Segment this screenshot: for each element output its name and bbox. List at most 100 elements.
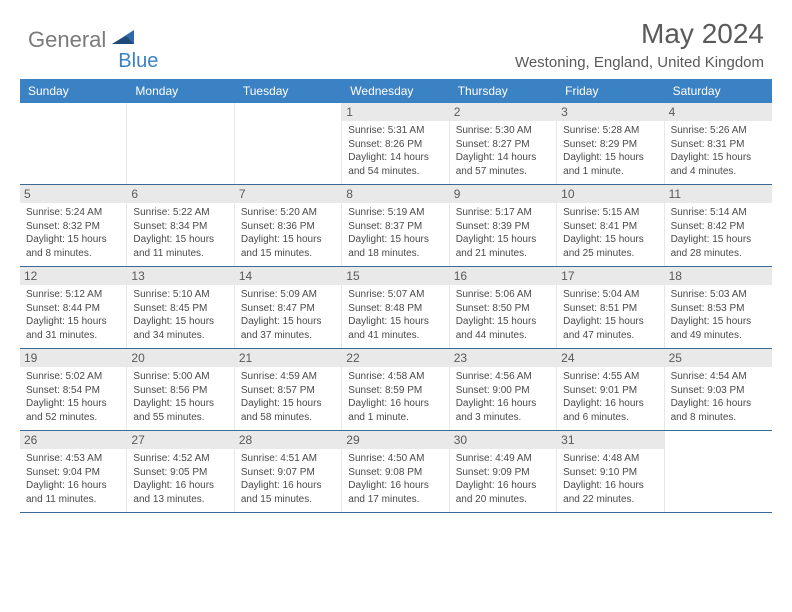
day-info: Sunrise: 5:06 AMSunset: 8:50 PMDaylight:… — [456, 288, 550, 342]
location-label: Westoning, England, United Kingdom — [515, 54, 764, 71]
day-info: Sunrise: 5:20 AMSunset: 8:36 PMDaylight:… — [241, 206, 335, 260]
day-cell — [665, 431, 772, 512]
day-number: 25 — [665, 349, 772, 367]
day-info: Sunrise: 5:26 AMSunset: 8:31 PMDaylight:… — [671, 124, 766, 178]
day-info: Sunrise: 5:24 AMSunset: 8:32 PMDaylight:… — [26, 206, 120, 260]
day-info: Sunrise: 4:58 AMSunset: 8:59 PMDaylight:… — [348, 370, 442, 424]
day-number: 27 — [127, 431, 233, 449]
day-info: Sunrise: 5:28 AMSunset: 8:29 PMDaylight:… — [563, 124, 657, 178]
day-info: Sunrise: 5:00 AMSunset: 8:56 PMDaylight:… — [133, 370, 227, 424]
day-info: Sunrise: 5:22 AMSunset: 8:34 PMDaylight:… — [133, 206, 227, 260]
day-cell: 8 Sunrise: 5:19 AMSunset: 8:37 PMDaylight… — [342, 185, 449, 266]
day-number: 20 — [127, 349, 233, 367]
day-number: 24 — [557, 349, 663, 367]
day-header-row: SundayMondayTuesdayWednesdayThursdayFrid… — [20, 79, 772, 103]
day-cell — [235, 103, 342, 184]
day-cell: 30 Sunrise: 4:49 AMSunset: 9:09 PMDayligh… — [450, 431, 557, 512]
day-number: 7 — [235, 185, 341, 203]
day-number: 3 — [557, 103, 663, 121]
day-number: 11 — [665, 185, 772, 203]
day-cell: 16 Sunrise: 5:06 AMSunset: 8:50 PMDayligh… — [450, 267, 557, 348]
day-cell — [127, 103, 234, 184]
day-info: Sunrise: 5:04 AMSunset: 8:51 PMDaylight:… — [563, 288, 657, 342]
day-info: Sunrise: 5:07 AMSunset: 8:48 PMDaylight:… — [348, 288, 442, 342]
day-number: 19 — [20, 349, 126, 367]
day-info: Sunrise: 5:19 AMSunset: 8:37 PMDaylight:… — [348, 206, 442, 260]
calendar: SundayMondayTuesdayWednesdayThursdayFrid… — [0, 79, 792, 513]
day-number: 4 — [665, 103, 772, 121]
day-info: Sunrise: 5:15 AMSunset: 8:41 PMDaylight:… — [563, 206, 657, 260]
header: General Blue May 2024 Westoning, England… — [0, 0, 792, 79]
day-number: 31 — [557, 431, 663, 449]
week-row: 26Sunrise: 4:53 AMSunset: 9:04 PMDayligh… — [20, 431, 772, 513]
day-info: Sunrise: 5:17 AMSunset: 8:39 PMDaylight:… — [456, 206, 550, 260]
day-info: Sunrise: 5:31 AMSunset: 8:26 PMDaylight:… — [348, 124, 442, 178]
day-info: Sunrise: 4:56 AMSunset: 9:00 PMDaylight:… — [456, 370, 550, 424]
week-row: 19 Sunrise: 5:02 AMSunset: 8:54 PMDayligh… — [20, 349, 772, 431]
weeks-container: 1Sunrise: 5:31 AMSunset: 8:26 PMDaylight… — [20, 103, 772, 513]
day-info: Sunrise: 4:59 AMSunset: 8:57 PMDaylight:… — [241, 370, 335, 424]
day-cell: 21 Sunrise: 4:59 AMSunset: 8:57 PMDayligh… — [235, 349, 342, 430]
week-row: 5Sunrise: 5:24 AMSunset: 8:32 PMDaylight… — [20, 185, 772, 267]
day-header-thursday: Thursday — [450, 79, 557, 103]
day-number: 12 — [20, 267, 126, 285]
day-number: 15 — [342, 267, 448, 285]
day-info: Sunrise: 4:51 AMSunset: 9:07 PMDaylight:… — [241, 452, 335, 506]
day-cell: 10 Sunrise: 5:15 AMSunset: 8:41 PMDayligh… — [557, 185, 664, 266]
day-cell: 9 Sunrise: 5:17 AMSunset: 8:39 PMDaylight… — [450, 185, 557, 266]
title-block: May 2024 Westoning, England, United King… — [515, 18, 764, 71]
day-info: Sunrise: 4:50 AMSunset: 9:08 PMDaylight:… — [348, 452, 442, 506]
logo-text-general: General — [28, 27, 106, 53]
day-cell: 26Sunrise: 4:53 AMSunset: 9:04 PMDayligh… — [20, 431, 127, 512]
day-cell: 15 Sunrise: 5:07 AMSunset: 8:48 PMDayligh… — [342, 267, 449, 348]
day-cell: 23Sunrise: 4:56 AMSunset: 9:00 PMDayligh… — [450, 349, 557, 430]
week-row: 1Sunrise: 5:31 AMSunset: 8:26 PMDaylight… — [20, 103, 772, 185]
day-cell: 13Sunrise: 5:10 AMSunset: 8:45 PMDayligh… — [127, 267, 234, 348]
day-info: Sunrise: 5:03 AMSunset: 8:53 PMDaylight:… — [671, 288, 766, 342]
day-info: Sunrise: 5:09 AMSunset: 8:47 PMDaylight:… — [241, 288, 335, 342]
day-number: 17 — [557, 267, 663, 285]
day-cell: 4 Sunrise: 5:26 AMSunset: 8:31 PMDaylight… — [665, 103, 772, 184]
day-number: 16 — [450, 267, 556, 285]
day-header-wednesday: Wednesday — [342, 79, 449, 103]
day-cell: 2Sunrise: 5:30 AMSunset: 8:27 PMDaylight… — [450, 103, 557, 184]
day-info: Sunrise: 4:54 AMSunset: 9:03 PMDaylight:… — [671, 370, 766, 424]
day-cell: 7 Sunrise: 5:20 AMSunset: 8:36 PMDaylight… — [235, 185, 342, 266]
day-info: Sunrise: 4:49 AMSunset: 9:09 PMDaylight:… — [456, 452, 550, 506]
day-number: 22 — [342, 349, 448, 367]
day-cell: 27 Sunrise: 4:52 AMSunset: 9:05 PMDayligh… — [127, 431, 234, 512]
day-number: 9 — [450, 185, 556, 203]
day-cell: 29 Sunrise: 4:50 AMSunset: 9:08 PMDayligh… — [342, 431, 449, 512]
day-number: 10 — [557, 185, 663, 203]
day-number: 14 — [235, 267, 341, 285]
day-info: Sunrise: 5:02 AMSunset: 8:54 PMDaylight:… — [26, 370, 120, 424]
day-cell: 20 Sunrise: 5:00 AMSunset: 8:56 PMDayligh… — [127, 349, 234, 430]
day-number: 8 — [342, 185, 448, 203]
day-info: Sunrise: 4:52 AMSunset: 9:05 PMDaylight:… — [133, 452, 227, 506]
day-info: Sunrise: 5:10 AMSunset: 8:45 PMDaylight:… — [133, 288, 227, 342]
day-cell: 28 Sunrise: 4:51 AMSunset: 9:07 PMDayligh… — [235, 431, 342, 512]
day-number: 6 — [127, 185, 233, 203]
day-number: 29 — [342, 431, 448, 449]
week-row: 12 Sunrise: 5:12 AMSunset: 8:44 PMDayligh… — [20, 267, 772, 349]
day-number: 21 — [235, 349, 341, 367]
day-number: 28 — [235, 431, 341, 449]
month-title: May 2024 — [515, 18, 764, 50]
day-info: Sunrise: 5:12 AMSunset: 8:44 PMDaylight:… — [26, 288, 120, 342]
day-info: Sunrise: 4:55 AMSunset: 9:01 PMDaylight:… — [563, 370, 657, 424]
day-info: Sunrise: 5:14 AMSunset: 8:42 PMDaylight:… — [671, 206, 766, 260]
day-cell: 5Sunrise: 5:24 AMSunset: 8:32 PMDaylight… — [20, 185, 127, 266]
day-cell: 18Sunrise: 5:03 AMSunset: 8:53 PMDayligh… — [665, 267, 772, 348]
day-cell: 1Sunrise: 5:31 AMSunset: 8:26 PMDaylight… — [342, 103, 449, 184]
day-info: Sunrise: 5:30 AMSunset: 8:27 PMDaylight:… — [456, 124, 550, 178]
day-info: Sunrise: 4:48 AMSunset: 9:10 PMDaylight:… — [563, 452, 657, 506]
day-info: Sunrise: 4:53 AMSunset: 9:04 PMDaylight:… — [26, 452, 120, 506]
day-cell: 11 Sunrise: 5:14 AMSunset: 8:42 PMDayligh… — [665, 185, 772, 266]
logo: General Blue — [28, 18, 156, 61]
day-cell: 12 Sunrise: 5:12 AMSunset: 8:44 PMDayligh… — [20, 267, 127, 348]
day-cell: 17 Sunrise: 5:04 AMSunset: 8:51 PMDayligh… — [557, 267, 664, 348]
day-cell: 25 Sunrise: 4:54 AMSunset: 9:03 PMDayligh… — [665, 349, 772, 430]
day-header-tuesday: Tuesday — [235, 79, 342, 103]
day-header-friday: Friday — [557, 79, 664, 103]
day-number: 30 — [450, 431, 556, 449]
